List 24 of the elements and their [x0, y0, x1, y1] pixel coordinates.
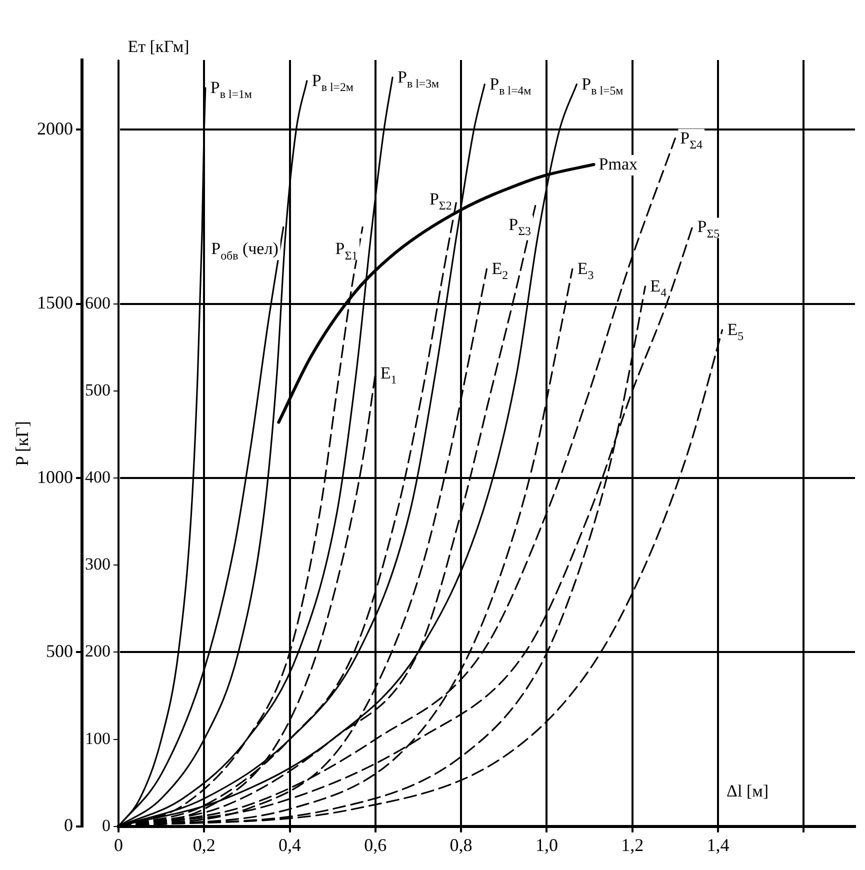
- x-tick-label: 0,2: [192, 834, 216, 855]
- x-tick-label: 1,2: [621, 834, 644, 855]
- series-label: Pmax: [598, 154, 638, 174]
- x-tick-label: 0,6: [364, 834, 387, 855]
- y2-tick-label: 300: [85, 554, 110, 574]
- x-tick-label: 1,0: [535, 834, 558, 855]
- x-axis-title: Δl [м]: [726, 781, 769, 800]
- y-tick-label: 1000: [37, 466, 73, 487]
- x-tick-label: 0: [114, 834, 123, 855]
- y-tick-label: 500: [46, 640, 73, 661]
- y2-tick-label: 500: [85, 380, 110, 400]
- y2-tick-label: 400: [85, 468, 110, 487]
- x-tick-label: 0,8: [450, 834, 472, 855]
- y-tick-label: 0: [64, 815, 73, 836]
- x-tick-label: 1,4: [706, 834, 730, 855]
- y2-axis-title: Eт [кГм]: [128, 37, 190, 56]
- y2-tick-label: 0: [102, 816, 110, 835]
- y-tick-label: 2000: [37, 118, 73, 138]
- y-axis-title: P [кГ]: [12, 421, 32, 466]
- y2-tick-label: 600: [85, 293, 110, 312]
- y2-tick-label: 100: [85, 728, 110, 748]
- y-tick-label: 1500: [37, 292, 73, 313]
- x-tick-label: 0,4: [278, 834, 302, 855]
- y2-tick-label: 200: [85, 642, 110, 661]
